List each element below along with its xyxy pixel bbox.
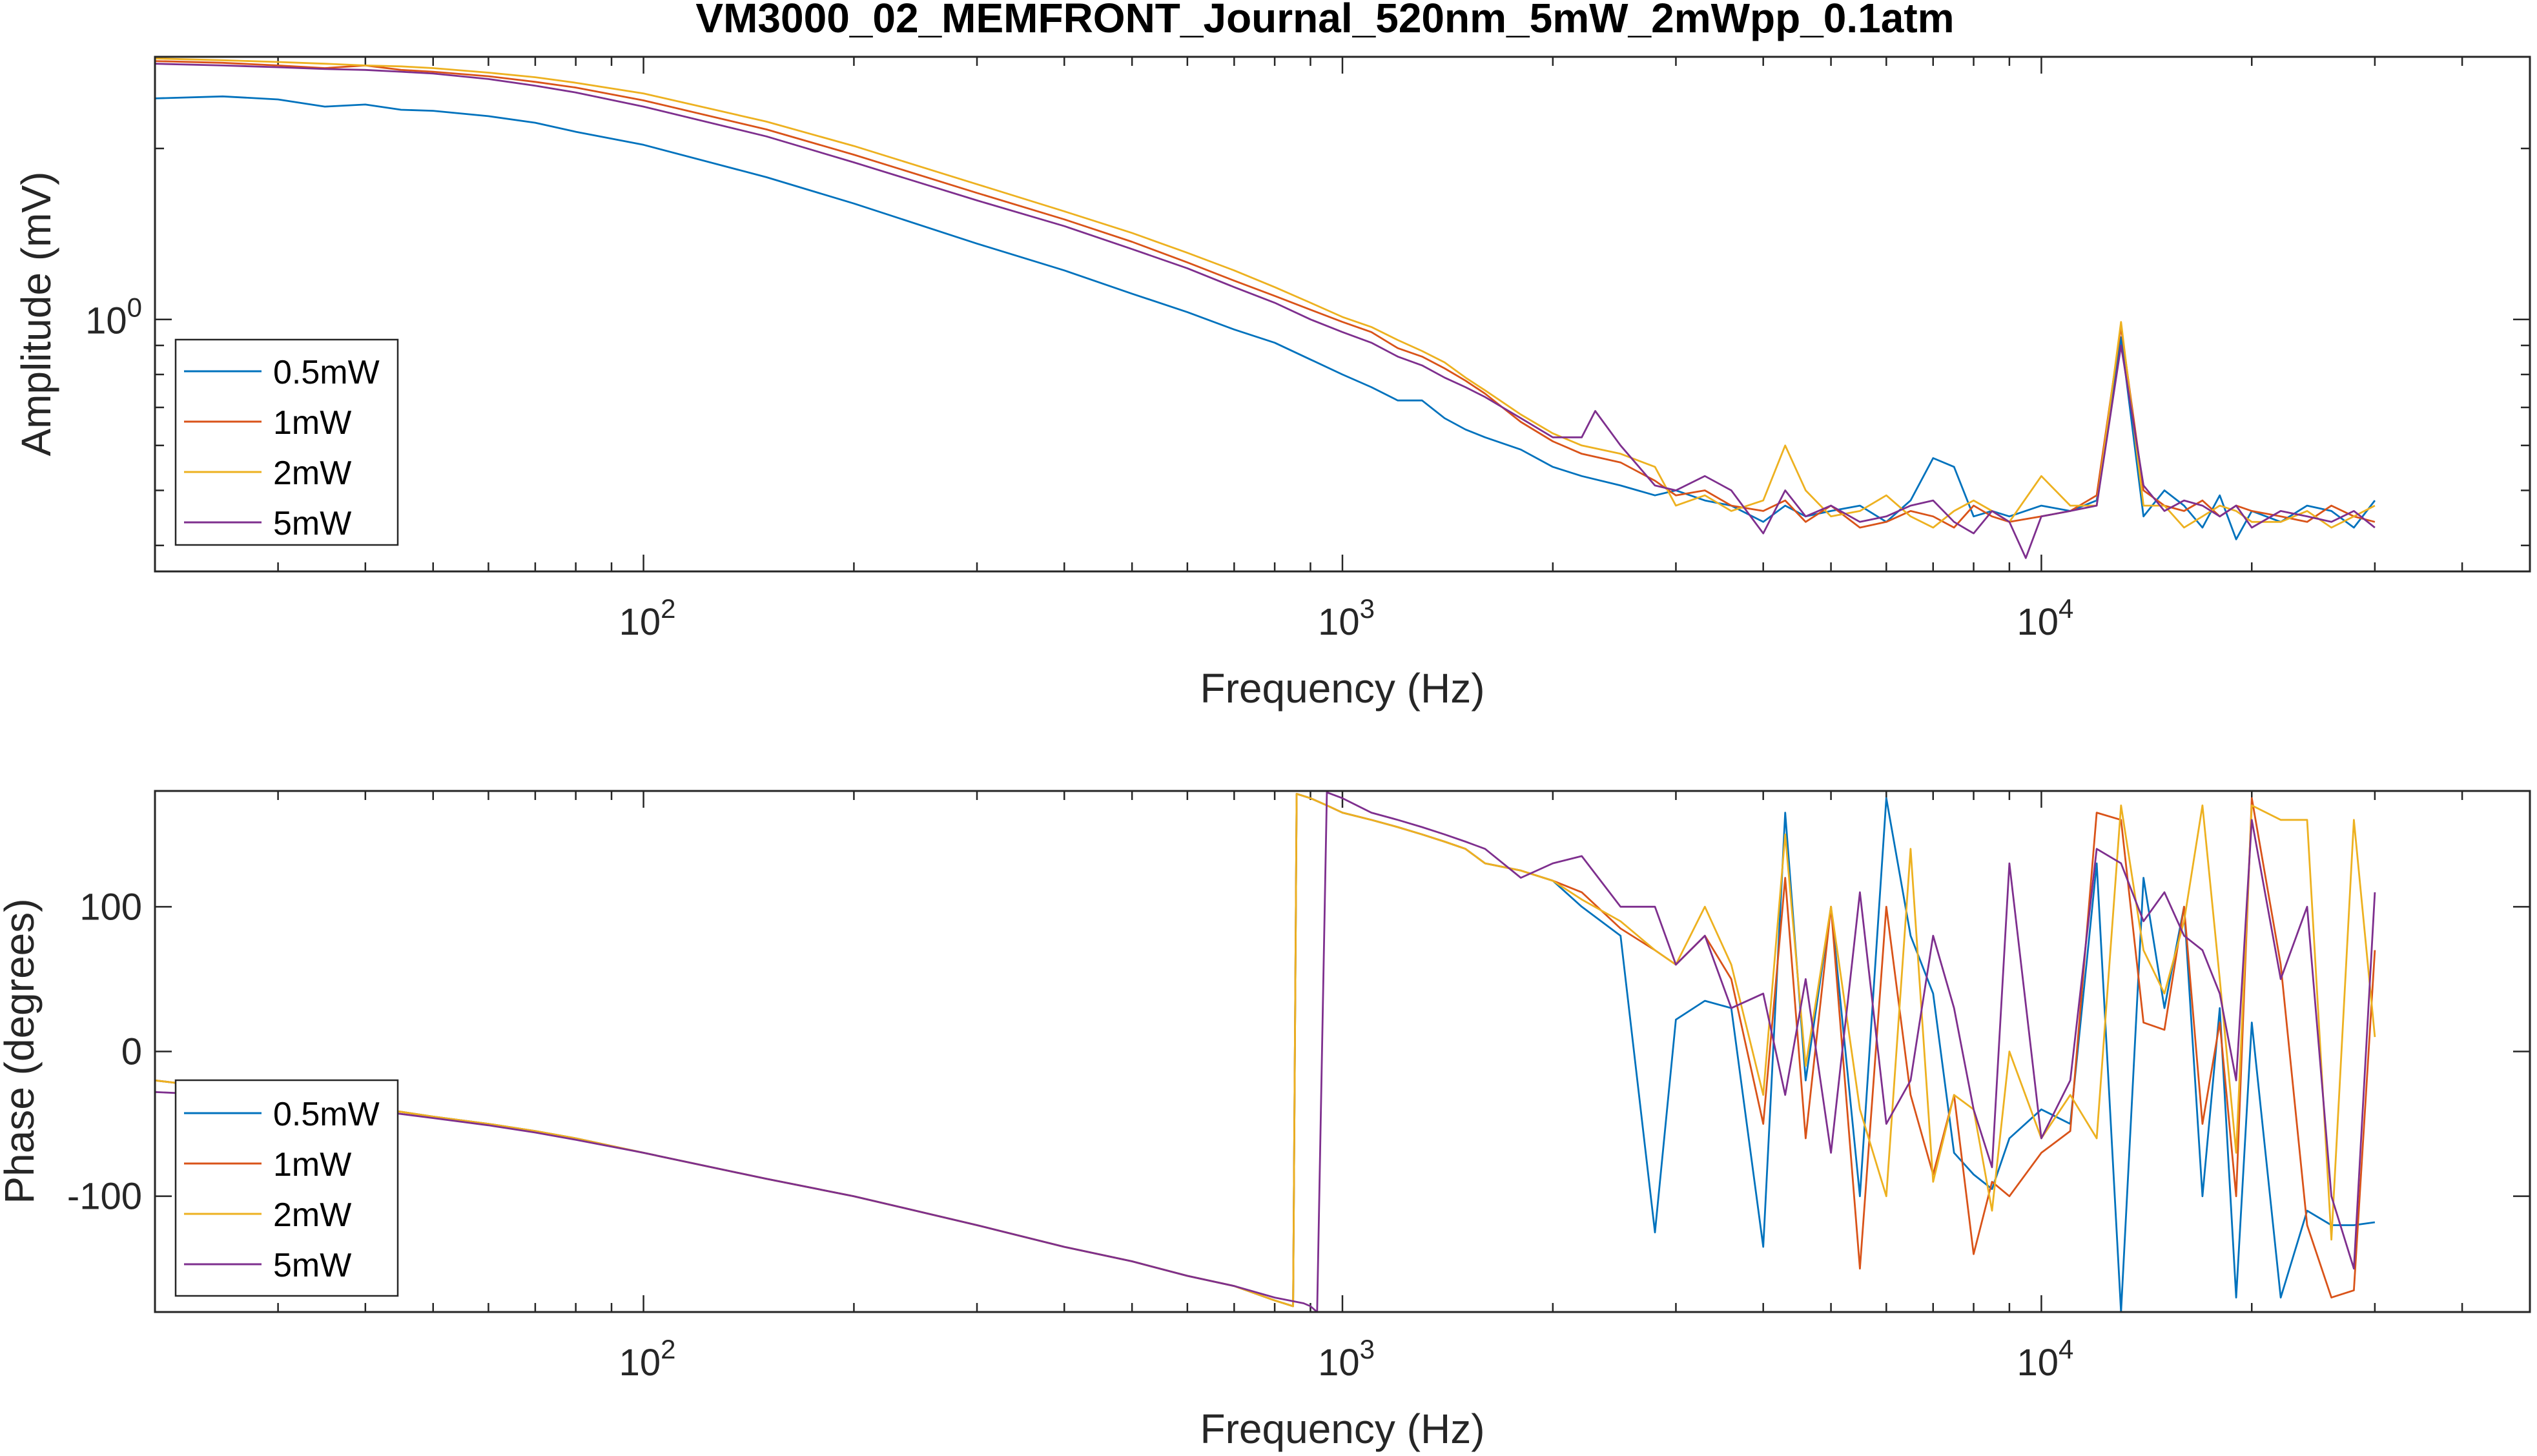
phase-legend-box — [174, 1079, 399, 1297]
amplitude-legend-label-1: 1mW — [273, 404, 351, 442]
amplitude-legend-label-3: 5mW — [273, 505, 351, 542]
amplitude-legend-box — [174, 338, 399, 546]
phase-legend-label-3: 5mW — [273, 1247, 351, 1284]
amplitude-legend-label-0: 0.5mW — [273, 354, 380, 391]
phase-legend: 0.5mW 1mW 2mW 5mW — [174, 1079, 399, 1297]
phase-xlabel: Frequency (Hz) — [1200, 1406, 1485, 1452]
amplitude-series-lines — [155, 57, 2376, 559]
phase-xtick-label-1: 103 — [1318, 1334, 1375, 1384]
amplitude-ylabel: Amplitude (mV) — [13, 172, 59, 456]
amplitude-axes-box — [154, 56, 2531, 573]
amplitude-ticks: 102 103 104 100 — [85, 57, 2531, 643]
phase-legend-label-2: 2mW — [273, 1196, 351, 1234]
chart-title: VM3000_02_MEMFRONT_Journal_520nm_5mW_2mW… — [695, 0, 1954, 41]
amplitude-xtick-label-0: 102 — [619, 593, 676, 643]
phase-legend-label-0: 0.5mW — [273, 1096, 380, 1133]
phase-ytick-label-0: 100 — [79, 886, 142, 928]
amplitude-plot-area — [155, 57, 2530, 571]
phase-ytick-label-1: 0 — [121, 1031, 142, 1073]
amplitude-ytick-label-0: 100 — [85, 292, 142, 342]
phase-xtick-label-0: 102 — [619, 1334, 676, 1384]
phase-plot-area — [155, 791, 2530, 1312]
amplitude-legend-label-2: 2mW — [273, 455, 351, 492]
amplitude-axes: 102 103 104 100 Frequency (Hz) Amplitude (m… — [13, 56, 2531, 712]
phase-ytick-label-2: -100 — [67, 1176, 142, 1218]
amplitude-series-line-2mW — [155, 57, 2376, 529]
phase-ylabel: Phase (degrees) — [0, 898, 43, 1204]
phase-axes: 102 103 104 100 0 -100 Frequency (Hz) Phase (… — [0, 790, 2531, 1452]
phase-series-lines — [155, 791, 2376, 1312]
phase-axes-box — [154, 790, 2531, 1313]
amplitude-xlabel: Frequency (Hz) — [1200, 665, 1485, 712]
phase-xtick-label-2: 104 — [2017, 1334, 2073, 1384]
phase-series-line-5mW — [155, 791, 2376, 1312]
amplitude-xtick-label-2: 104 — [2017, 593, 2073, 643]
amplitude-series-line-0.5mW — [155, 95, 2376, 540]
amplitude-legend: 0.5mW 1mW 2mW 5mW — [174, 338, 399, 546]
amplitude-series-line-1mW — [155, 60, 2376, 529]
phase-legend-label-1: 1mW — [273, 1146, 351, 1184]
amplitude-series-line-5mW — [155, 63, 2376, 559]
amplitude-xtick-label-1: 103 — [1318, 593, 1375, 643]
